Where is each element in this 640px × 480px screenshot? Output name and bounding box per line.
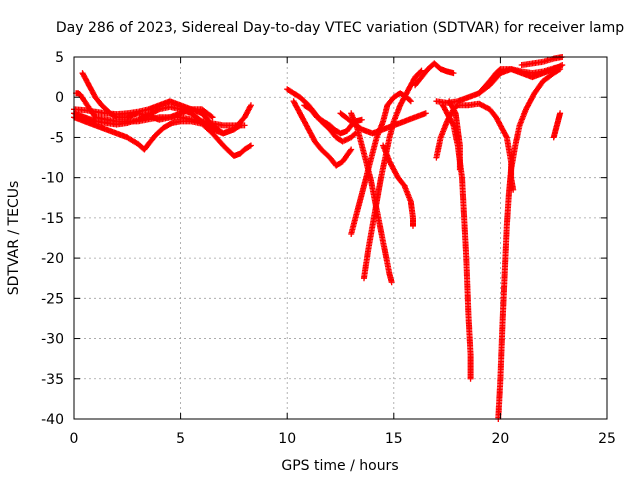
plot-frame [73, 56, 608, 420]
data-point-markers [361, 67, 425, 282]
y-tick-label: -15 [41, 211, 64, 227]
data-point-markers [73, 90, 248, 129]
data-point-markers [476, 63, 564, 97]
chart-title: Day 286 of 2023, Sidereal Day-to-day VTE… [56, 20, 624, 36]
series-trace-19 [476, 63, 564, 97]
data-point-markers [348, 90, 414, 237]
data-point-markers [412, 60, 457, 89]
series-trace-22 [550, 110, 564, 141]
axes: 0 5 10 15 20 25 5 0 -5 -10 -15 -20 -25 -30 -35 -40 [41, 50, 616, 447]
y-tick-label: -25 [41, 291, 64, 307]
data-point-markers [284, 86, 359, 145]
x-tick-label: 15 [385, 431, 403, 447]
series-trace-7 [290, 98, 355, 169]
x-tick-label: 25 [598, 431, 616, 447]
x-tick-label: 20 [491, 431, 509, 447]
y-tick-label: 5 [55, 50, 64, 66]
series-trace-13 [380, 142, 416, 229]
y-tick-label: -30 [41, 332, 64, 348]
series-trace-10 [348, 90, 414, 237]
y-axis-label: SDTVAR / TECUs [6, 181, 22, 296]
x-tick-label: 5 [176, 431, 185, 447]
data-point-markers [290, 98, 355, 169]
y-tick-label: -40 [41, 412, 64, 428]
series-trace-12 [361, 67, 425, 282]
series-trace-6 [284, 86, 359, 145]
y-tick-label: -20 [41, 251, 64, 267]
data-points [71, 54, 566, 422]
y-tick-label: 0 [55, 90, 64, 106]
y-tick-label: -10 [41, 171, 64, 187]
data-point-markers [550, 110, 564, 141]
y-tick-label: -35 [41, 372, 64, 388]
data-point-markers [518, 54, 566, 68]
x-axis-label: GPS time / hours [281, 458, 398, 474]
series-trace-20 [495, 66, 564, 422]
data-point-markers [380, 142, 416, 229]
series-trace-5 [73, 90, 248, 129]
y-tick-label: -5 [50, 130, 64, 146]
x-tick-label: 0 [70, 431, 79, 447]
x-tick-label: 10 [278, 431, 296, 447]
data-point-markers [495, 66, 564, 422]
series-trace-21 [518, 54, 566, 68]
series-trace-14 [412, 60, 457, 89]
